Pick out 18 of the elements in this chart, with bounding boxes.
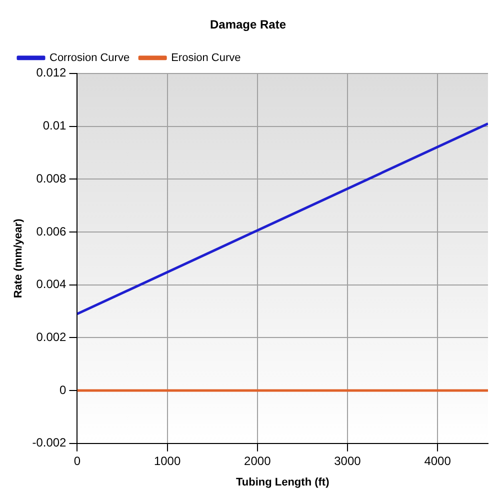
y-tick-label: 0.008 xyxy=(36,171,67,186)
y-tick-label: 0.004 xyxy=(36,277,67,292)
x-tick-label: 1000 xyxy=(154,454,181,468)
y-tick-label: 0.01 xyxy=(42,118,67,133)
x-tick-label: 3000 xyxy=(334,454,362,468)
x-tick-label: 0 xyxy=(74,454,81,468)
chart-title: Damage Rate xyxy=(210,18,286,32)
y-tick-label: 0 xyxy=(60,382,67,397)
y-tick-label: 0.006 xyxy=(36,224,67,238)
x-tick-label: 4000 xyxy=(424,454,452,468)
x-axis-title: Tubing Length (ft) xyxy=(236,476,330,488)
y-axis-title: Rate (mm/year) xyxy=(12,218,25,298)
x-tick-label: 2000 xyxy=(244,454,272,468)
legend-label: Corrosion Curve xyxy=(50,52,130,64)
legend-label: Erosion Curve xyxy=(171,52,241,64)
y-tick-label: 0.002 xyxy=(36,330,67,344)
y-tick-label: -0.002 xyxy=(32,436,67,450)
y-tick-label: 0.012 xyxy=(36,66,67,80)
